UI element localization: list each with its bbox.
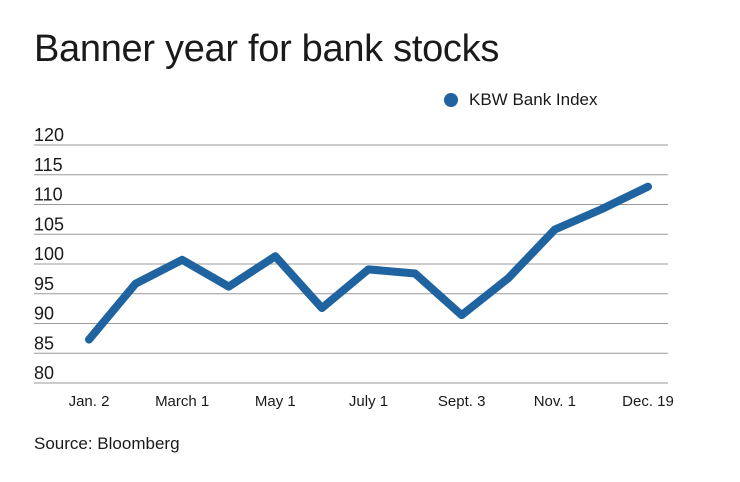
y-tick-label: 105 (34, 214, 64, 234)
y-tick-label: 120 (34, 125, 64, 145)
x-tick-label: Jan. 2 (69, 393, 110, 410)
x-tick-label: Nov. 1 (534, 393, 576, 410)
y-tick-label: 80 (34, 363, 54, 383)
y-tick-label: 115 (34, 155, 63, 175)
x-tick-label: Dec. 19 (622, 393, 674, 410)
legend: KBW Bank Index (444, 90, 598, 110)
x-tick-label: Sept. 3 (438, 393, 486, 410)
y-tick-label: 85 (34, 333, 54, 353)
x-tick-label: March 1 (155, 393, 209, 410)
x-tick-label: July 1 (349, 393, 388, 410)
series-line-kbw-bank-index (85, 182, 652, 344)
y-tick-label: 100 (34, 244, 64, 264)
source-note: Source: Bloomberg (34, 434, 180, 453)
y-tick-label: 95 (34, 274, 54, 294)
legend-label: KBW Bank Index (469, 90, 598, 109)
y-tick-label: 90 (34, 304, 54, 324)
y-tick-label: 110 (34, 185, 63, 205)
chart-title: Banner year for bank stocks (34, 28, 500, 70)
x-tick-label: May 1 (255, 393, 296, 410)
legend-marker (444, 93, 458, 107)
